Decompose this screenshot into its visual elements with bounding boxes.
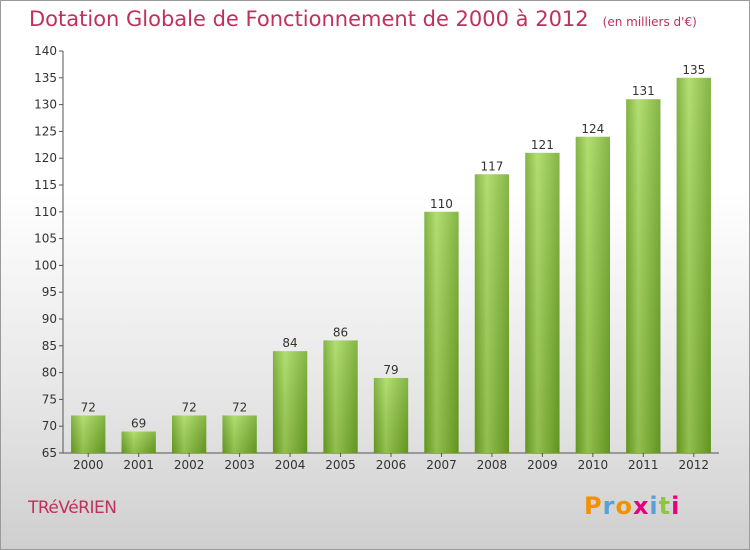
y-tick-label: 120: [34, 151, 57, 165]
x-tick-label: 2000: [73, 458, 104, 472]
y-tick-label: 110: [34, 205, 57, 219]
y-tick-label: 130: [34, 98, 57, 112]
logo-letter: r: [602, 492, 616, 520]
y-tick-label: 115: [34, 178, 57, 192]
y-tick-label: 65: [42, 446, 57, 460]
bar-shade-2012: [676, 77, 711, 454]
x-tick-label: 2011: [628, 458, 659, 472]
y-tick-label: 70: [42, 419, 57, 433]
x-tick-label: 2007: [426, 458, 457, 472]
x-tick-label: 2010: [578, 458, 609, 472]
y-tick-label: 105: [34, 232, 57, 246]
data-label-2002: 72: [182, 400, 197, 414]
bar-shade-2005: [323, 340, 358, 453]
y-tick-label: 95: [42, 285, 57, 299]
data-label-2010: 124: [581, 122, 604, 136]
x-tick-label: 2001: [123, 458, 154, 472]
bar-shade-2006: [373, 377, 409, 453]
data-label-2003: 72: [232, 400, 247, 414]
bar-shade-2004: [272, 351, 308, 453]
data-label-2000: 72: [81, 400, 96, 414]
data-label-2005: 86: [333, 325, 348, 339]
x-tick-label: 2009: [527, 458, 558, 472]
commune-name: TRéVéRIEN: [28, 498, 117, 518]
bar-shade-2009: [525, 152, 560, 453]
axis-layer: 65 70 75 80 85 90 95 100 105 110 115 120 125 130 135 14…: [34, 44, 719, 472]
x-tick-label: 2006: [376, 458, 407, 472]
bar-shade-2003: [222, 415, 257, 453]
data-label-2008: 117: [480, 159, 503, 173]
bar-layer: [71, 77, 711, 454]
logo-letter: o: [615, 492, 633, 520]
data-label-2004: 84: [282, 336, 297, 350]
data-label-2012: 135: [682, 63, 705, 77]
chart-subtitle: (en milliers d'€): [602, 15, 697, 29]
x-tick-label: 2002: [174, 458, 205, 472]
title-text: Dotation Globale de Fonctionnement de 20…: [29, 7, 589, 31]
y-tick-label: 100: [34, 258, 57, 272]
logo-letter: P: [584, 492, 603, 520]
x-tick-label: 2012: [678, 458, 709, 472]
x-tick-label: 2005: [325, 458, 356, 472]
x-tick-label: 2003: [224, 458, 255, 472]
bar-shade-2011: [626, 99, 661, 454]
data-label-2009: 121: [531, 138, 554, 152]
y-tick-label: 90: [42, 312, 57, 326]
x-tick-label: 2004: [275, 458, 306, 472]
bar-shade-2010: [575, 136, 611, 453]
y-tick-label: 125: [34, 124, 57, 138]
bar-shade-2008: [474, 174, 510, 453]
y-tick-label: 80: [42, 366, 57, 380]
proxiti-logo: Proxiti: [584, 492, 680, 520]
data-label-2011: 131: [632, 84, 655, 98]
data-label-2001: 69: [131, 417, 146, 431]
bar-shade-2007: [424, 211, 459, 453]
y-tick-label: 75: [42, 392, 57, 406]
y-tick-label: 85: [42, 339, 57, 353]
chart-title: Dotation Globale de Fonctionnement de 20…: [29, 7, 697, 31]
y-tick-label: 135: [34, 71, 57, 85]
x-tick-label: 2008: [477, 458, 508, 472]
bar-shade-2001: [121, 431, 156, 453]
logo-letter: x: [632, 492, 650, 520]
data-label-2007: 110: [430, 197, 453, 211]
logo-letter: i: [671, 492, 681, 520]
logo-letter: t: [658, 492, 672, 520]
logo-letter: i: [649, 492, 659, 520]
data-label-2006: 79: [383, 363, 398, 377]
bar-shade-2002: [171, 415, 207, 453]
label-layer: 72 69 72 72 84 86 79 110 117 121 124 131 135: [81, 63, 706, 431]
bar-shade-2000: [71, 415, 106, 453]
y-tick-label: 140: [34, 44, 57, 58]
